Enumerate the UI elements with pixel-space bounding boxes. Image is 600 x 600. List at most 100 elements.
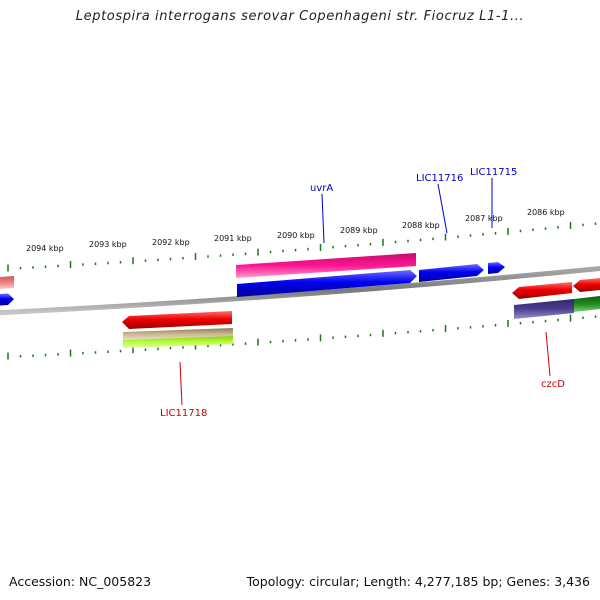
lower-tick-minor — [169, 346, 172, 350]
lower-tick-minor — [19, 355, 22, 358]
gene-leaders — [179, 178, 551, 406]
lower-tick-minor — [107, 350, 109, 354]
upper-tick-major — [319, 243, 322, 251]
feature-magenta[interactable] — [236, 253, 416, 278]
gene-label-LIC11716[interactable]: LIC11716 — [416, 173, 463, 184]
upper-tick-major — [194, 253, 197, 261]
lower-tick-minor — [307, 338, 309, 341]
lower-tick-minor — [544, 319, 547, 323]
lower-tick-minor — [232, 343, 234, 346]
upper-tick-minor — [44, 265, 47, 268]
lower-tick-minor — [57, 353, 59, 356]
lower-tick-minor — [594, 315, 597, 318]
lower-tick-minor — [432, 329, 434, 332]
feature-lime[interactable] — [123, 336, 233, 348]
lower-tick-minor — [94, 351, 97, 354]
gene-label-uvrA[interactable]: uvrA — [310, 183, 333, 194]
upper-tick-minor — [594, 222, 597, 225]
lower-tick-minor — [269, 340, 272, 344]
lower-tick-minor — [182, 346, 184, 349]
gene-label-LIC11718[interactable]: LIC11718 — [160, 408, 207, 419]
lower-tick-major — [69, 349, 72, 357]
upper-tick-minor — [532, 228, 534, 232]
genome-summary-label: Topology: circular; Length: 4,277,185 bp… — [246, 574, 590, 589]
upper-tick-minor — [544, 227, 547, 230]
gene-LIC11718-arrow[interactable] — [122, 311, 232, 329]
lower-tick-minor — [207, 344, 209, 348]
lower-tick-major — [382, 329, 384, 337]
upper-tick-minor — [482, 233, 484, 236]
scale-label-2088: 2088 kbp — [402, 221, 440, 230]
upper-tick-minor — [57, 264, 59, 268]
feature-pink-left-edge[interactable] — [0, 276, 14, 289]
lower-tick-minor — [219, 343, 222, 347]
gene-LIC11715-arrow[interactable] — [488, 262, 505, 274]
leader-uvrA — [321, 193, 325, 244]
upper-tick-minor — [369, 242, 372, 246]
lower-tick-minor — [407, 330, 409, 334]
upper-tick-minor — [357, 243, 359, 247]
lower-tick-minor — [282, 339, 284, 343]
lower-tick-minor — [419, 329, 422, 333]
lower-tick-major — [194, 342, 197, 350]
lower-tick-minor — [394, 331, 397, 335]
feature-green[interactable] — [574, 296, 600, 312]
lower-tick-major — [7, 352, 9, 360]
upper-tick-major — [257, 248, 259, 256]
lower-tick-minor — [469, 326, 472, 329]
upper-tick-minor — [432, 237, 434, 241]
feature-blue-left-edge[interactable] — [0, 293, 14, 306]
upper-tick-minor — [144, 259, 147, 262]
upper-tick-minor — [457, 235, 459, 238]
upper-tick-major — [569, 221, 572, 229]
lower-tick-major — [132, 346, 134, 354]
scale-labels: 2094 kbp 2093 kbp 2092 kbp 2091 kbp 2090… — [26, 208, 565, 253]
gene-label-czcD[interactable]: czcD — [541, 379, 565, 390]
upper-tick-minor — [344, 244, 347, 248]
upper-tick-major — [507, 227, 509, 235]
upper-tick-minor — [407, 239, 409, 243]
upper-tick-minor — [232, 253, 234, 256]
upper-tick-minor — [82, 263, 84, 266]
lower-tick-minor — [494, 324, 497, 327]
lower-tick-major — [569, 314, 572, 322]
upper-tick-minor — [157, 258, 159, 262]
genome-backbone — [0, 265, 600, 316]
map-title: Leptospira interrogans serovar Copenhage… — [75, 9, 525, 24]
scale-label-2090: 2090 kbp — [277, 231, 315, 240]
scale-label-2086: 2086 kbp — [527, 208, 565, 217]
lower-tick-minor — [157, 347, 159, 351]
upper-tick-minor — [282, 249, 284, 253]
scale-label-2089: 2089 kbp — [340, 226, 378, 235]
lower-tick-major — [257, 338, 259, 346]
feature-purple[interactable] — [514, 299, 574, 319]
lower-tick-minor — [244, 342, 247, 345]
lower-tick-minor — [82, 351, 84, 355]
upper-tick-minor — [419, 238, 422, 242]
lower-tick-minor — [357, 334, 359, 338]
gene-uvrA-arrow[interactable] — [237, 270, 417, 297]
upper-tick-minor — [269, 250, 272, 254]
lower-tick-minor — [32, 354, 34, 357]
lower-scale-ticks — [7, 314, 597, 360]
upper-tick-minor — [107, 261, 109, 265]
gene-label-LIC11715[interactable]: LIC11715 — [470, 167, 517, 178]
feature-red-right-edge[interactable] — [573, 278, 600, 292]
upper-tick-minor — [94, 262, 97, 266]
gene-czcD-arrow[interactable] — [512, 282, 572, 299]
upper-tick-minor — [182, 256, 184, 260]
accession-label: Accession: NC_005823 — [9, 574, 152, 589]
upper-tick-minor — [332, 245, 334, 249]
lower-tick-minor — [532, 320, 534, 324]
scale-label-2091: 2091 kbp — [214, 234, 252, 243]
lower-tick-minor — [44, 353, 47, 357]
upper-tick-minor — [32, 266, 34, 269]
gene-LIC11716-arrow[interactable] — [419, 264, 484, 282]
upper-tick-minor — [394, 240, 397, 244]
upper-tick-major — [444, 233, 447, 241]
upper-scale-ticks — [7, 221, 597, 272]
lower-tick-major — [444, 325, 447, 333]
lower-tick-minor — [557, 318, 559, 322]
leader-czcD — [545, 331, 551, 377]
